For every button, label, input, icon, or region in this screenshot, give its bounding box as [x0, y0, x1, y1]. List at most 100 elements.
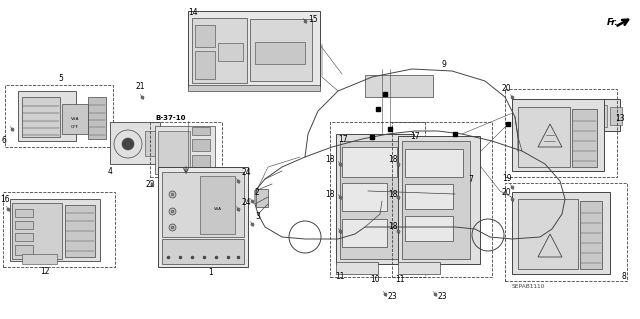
Bar: [15, 221, 33, 229]
Bar: [192, 139, 210, 151]
Bar: [518, 107, 570, 167]
Bar: [518, 199, 578, 269]
Text: 24: 24: [242, 168, 252, 177]
Bar: [15, 245, 33, 255]
Circle shape: [122, 138, 134, 150]
Bar: [512, 192, 610, 274]
Bar: [5, 85, 113, 147]
Bar: [342, 219, 387, 247]
Bar: [15, 209, 33, 217]
Text: VSA: VSA: [71, 117, 79, 121]
Text: 14: 14: [188, 8, 198, 17]
Bar: [580, 201, 602, 269]
Text: 2: 2: [255, 188, 260, 197]
Text: 18: 18: [325, 190, 335, 199]
Bar: [158, 131, 190, 171]
Text: 18: 18: [325, 155, 335, 164]
Text: 24: 24: [242, 198, 252, 207]
Bar: [110, 122, 160, 164]
Bar: [195, 25, 215, 47]
Bar: [10, 199, 100, 261]
Bar: [365, 75, 433, 97]
Bar: [572, 109, 597, 167]
Bar: [162, 239, 244, 264]
Text: 23: 23: [388, 292, 397, 301]
Bar: [62, 104, 88, 134]
Text: 20: 20: [502, 84, 511, 93]
Bar: [342, 183, 387, 211]
Bar: [192, 18, 247, 83]
Text: 18: 18: [388, 190, 397, 199]
Bar: [88, 97, 106, 139]
Text: 12: 12: [40, 267, 49, 276]
Text: 1: 1: [208, 268, 212, 277]
Bar: [579, 105, 607, 127]
Bar: [398, 136, 480, 264]
Bar: [505, 89, 617, 177]
Text: OFF: OFF: [71, 125, 79, 129]
Text: 20: 20: [502, 188, 511, 197]
Text: 3: 3: [255, 212, 260, 221]
Text: 11: 11: [335, 272, 344, 281]
Bar: [336, 262, 378, 274]
Text: 6: 6: [2, 136, 7, 145]
Text: 8: 8: [622, 272, 627, 281]
Bar: [3, 192, 115, 267]
Text: 23: 23: [438, 292, 447, 301]
Bar: [188, 11, 320, 87]
Bar: [188, 85, 320, 91]
Bar: [255, 42, 305, 64]
Bar: [195, 51, 215, 79]
Bar: [22, 254, 57, 264]
Bar: [512, 99, 604, 171]
Text: 22: 22: [145, 180, 154, 189]
Bar: [575, 99, 620, 131]
Text: 13: 13: [615, 114, 625, 123]
Bar: [610, 107, 622, 125]
Bar: [18, 91, 76, 141]
Text: 15: 15: [308, 15, 317, 24]
Text: 21: 21: [135, 82, 145, 91]
Text: 5: 5: [58, 74, 63, 83]
Bar: [150, 122, 222, 177]
Text: SEPAB1110: SEPAB1110: [512, 284, 545, 289]
Bar: [405, 184, 453, 209]
Bar: [505, 183, 627, 281]
Bar: [192, 155, 210, 167]
Bar: [392, 122, 492, 277]
Bar: [15, 233, 33, 241]
Text: 18: 18: [388, 222, 397, 231]
Text: 10: 10: [370, 275, 380, 284]
Bar: [402, 141, 470, 259]
Bar: [155, 126, 215, 174]
Bar: [405, 149, 463, 177]
Bar: [145, 131, 160, 156]
Bar: [340, 141, 405, 259]
Bar: [158, 167, 248, 267]
Text: 4: 4: [108, 167, 113, 176]
Bar: [398, 262, 440, 274]
Text: 18: 18: [388, 155, 397, 164]
Bar: [330, 122, 425, 277]
Bar: [336, 134, 414, 264]
Bar: [200, 176, 235, 234]
Text: Fr.: Fr.: [607, 18, 619, 27]
Text: 17: 17: [410, 132, 420, 141]
Bar: [218, 43, 243, 61]
Bar: [256, 189, 268, 207]
Text: 11: 11: [395, 275, 404, 284]
Text: 7: 7: [468, 175, 473, 184]
Bar: [342, 147, 397, 177]
Text: 19: 19: [502, 174, 511, 183]
Text: 17: 17: [338, 135, 348, 144]
Text: B-37-10: B-37-10: [155, 115, 186, 121]
Bar: [65, 205, 95, 257]
Text: 16: 16: [0, 195, 10, 204]
Bar: [250, 19, 312, 81]
Bar: [12, 203, 62, 259]
Bar: [162, 172, 244, 237]
Bar: [405, 216, 453, 241]
Text: 9: 9: [442, 60, 447, 69]
Text: VSA: VSA: [214, 207, 222, 211]
Bar: [22, 97, 60, 137]
